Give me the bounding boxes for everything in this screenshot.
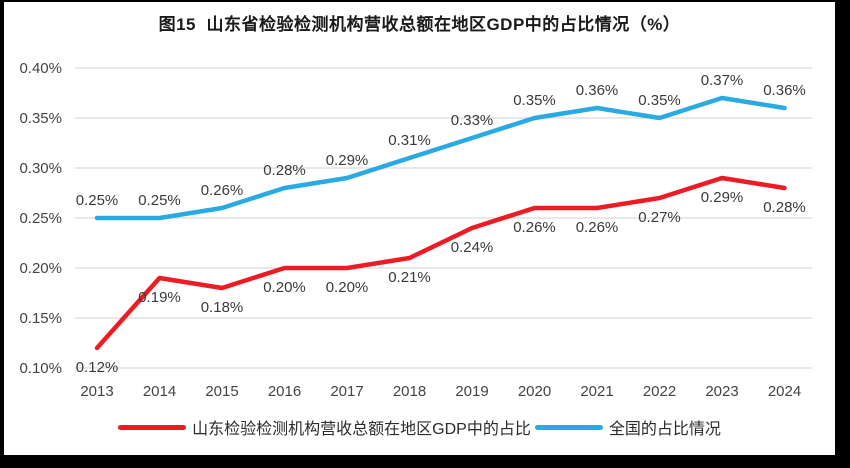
x-tick-label: 2017 [330,383,363,400]
x-tick-label: 2013 [80,383,113,400]
x-tick-label: 2023 [705,383,738,400]
chart-area: 图15 山东省检验检测机构营收总额在地区GDP中的占比情况（%） 0.10% 0.… [4,2,835,455]
legend-label-national: 全国的占比情况 [608,421,721,438]
legend-swatch-shandong-red [118,424,187,430]
x-tick-label: 2020 [518,383,551,400]
x-tick-label: 2016 [268,383,301,400]
data-label: 0.36% [763,82,806,99]
data-label: 0.25% [138,192,181,209]
legend-swatch-national-blue [534,424,603,430]
y-tick-label: 0.10% [19,360,62,377]
data-label: 0.33% [451,112,494,129]
data-label: 0.26% [201,182,244,199]
y-tick-label: 0.30% [19,160,62,177]
chart-svg: 0.10% 0.15% 0.20% 0.25% 0.30% 0.35% 0.40% 2013 2… [19,60,812,400]
data-label: 0.20% [326,279,369,296]
legend-item-shandong: 山东检验检测机构营收总额在地区GDP中的占比 [118,415,531,439]
series-line [94,95,787,221]
chart-legend: 山东检验检测机构营收总额在地区GDP中的占比 全国的占比情况 [4,415,835,439]
x-tick-label: 2015 [205,383,238,400]
data-label: 0.29% [701,189,744,206]
legend-label-shandong: 山东检验检测机构营收总额在地区GDP中的占比 [192,421,531,438]
data-label: 0.36% [576,82,619,99]
data-label: 0.27% [638,209,681,226]
data-label: 0.21% [388,269,431,286]
data-label: 0.25% [76,192,119,209]
y-tick-label: 0.20% [19,260,62,277]
y-tick-label: 0.40% [19,60,62,77]
data-label: 0.28% [263,162,306,179]
x-tick-label: 2019 [455,383,488,400]
data-label: 0.20% [263,279,306,296]
data-label: 0.18% [201,299,244,316]
data-label: 0.19% [138,289,181,306]
x-tick-label: 2021 [580,383,613,400]
x-tick-label: 2018 [393,383,426,400]
x-tick-label: 2024 [768,383,801,400]
data-label: 0.12% [76,359,119,376]
y-tick-label: 0.15% [19,310,62,327]
legend-item-national: 全国的占比情况 [534,415,721,439]
data-label: 0.29% [326,152,369,169]
data-label: 0.26% [513,219,556,236]
y-tick-label: 0.25% [19,210,62,227]
data-label: 0.24% [451,239,494,256]
data-label: 0.28% [763,199,806,216]
chart-title: 图15 山东省检验检测机构营收总额在地区GDP中的占比情况（%） [158,15,681,34]
data-label: 0.35% [638,92,681,109]
data-label: 0.37% [701,72,744,89]
data-label: 0.35% [513,92,556,109]
series-line [94,175,787,351]
y-tick-label: 0.35% [19,110,62,127]
x-tick-label: 2022 [643,383,676,400]
data-label: 0.26% [576,219,619,236]
x-tick-label: 2014 [143,383,176,400]
data-label: 0.31% [388,132,431,149]
